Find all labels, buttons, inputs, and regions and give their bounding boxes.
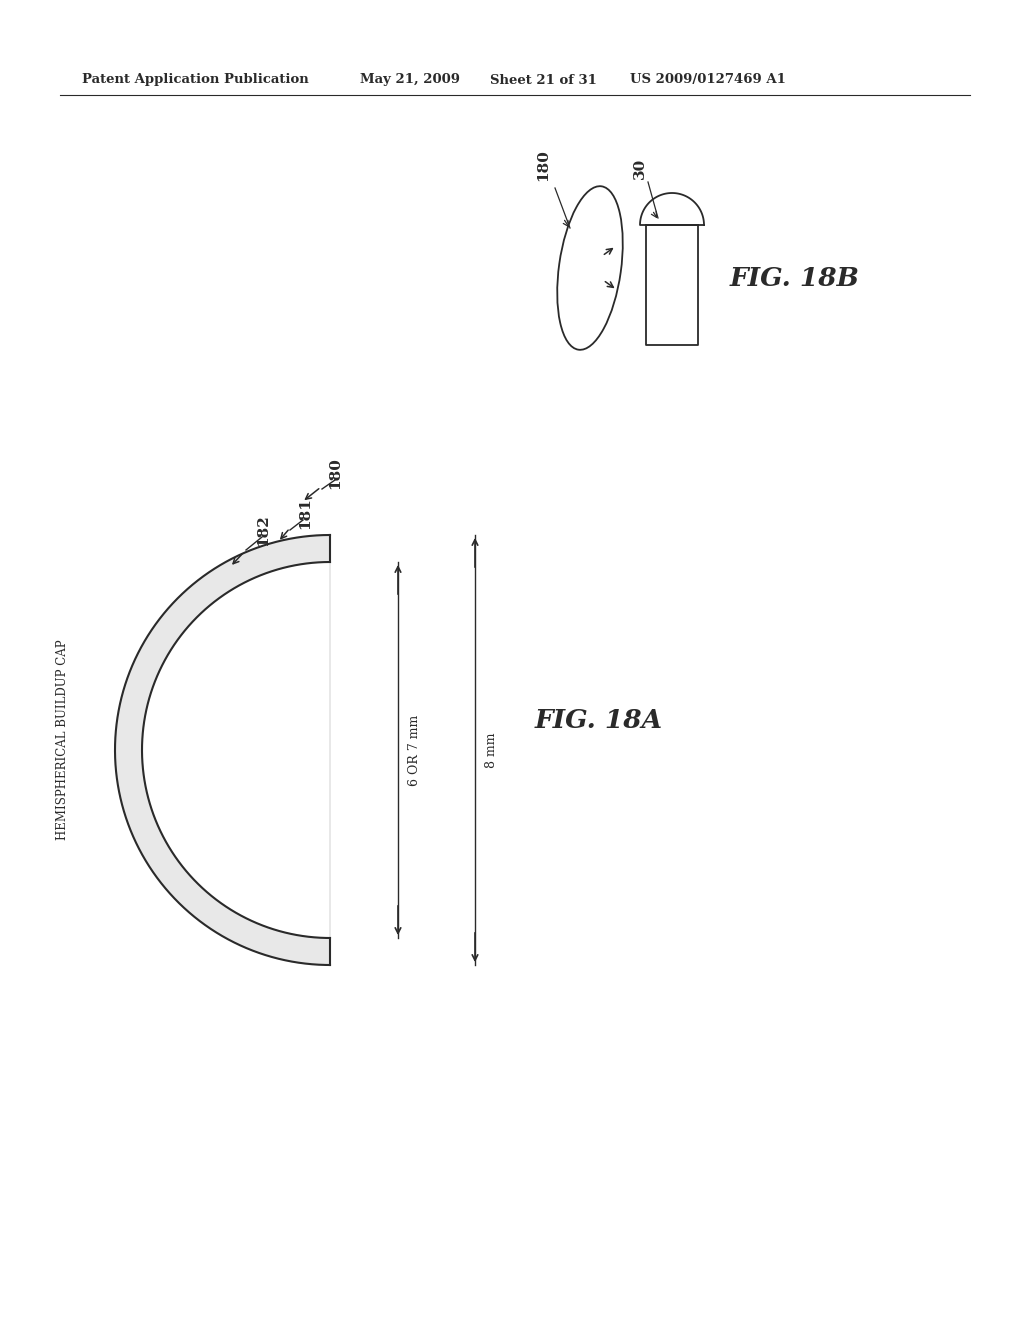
Text: 6 OR 7 mm: 6 OR 7 mm xyxy=(408,714,421,785)
Text: HEMISPHERICAL BUILDUP CAP: HEMISPHERICAL BUILDUP CAP xyxy=(55,640,69,841)
Text: Sheet 21 of 31: Sheet 21 of 31 xyxy=(490,74,597,87)
Text: 181: 181 xyxy=(298,498,312,529)
Text: 8 mm: 8 mm xyxy=(485,733,498,768)
Text: 30: 30 xyxy=(633,157,647,178)
Polygon shape xyxy=(640,193,705,345)
Text: 180: 180 xyxy=(536,149,550,181)
Polygon shape xyxy=(115,535,330,965)
Text: FIG. 18A: FIG. 18A xyxy=(535,708,664,733)
Text: US 2009/0127469 A1: US 2009/0127469 A1 xyxy=(630,74,785,87)
Text: 180: 180 xyxy=(328,457,342,488)
Text: 182: 182 xyxy=(256,513,270,546)
Text: FIG. 18B: FIG. 18B xyxy=(730,265,860,290)
Text: May 21, 2009: May 21, 2009 xyxy=(360,74,460,87)
Text: Patent Application Publication: Patent Application Publication xyxy=(82,74,309,87)
